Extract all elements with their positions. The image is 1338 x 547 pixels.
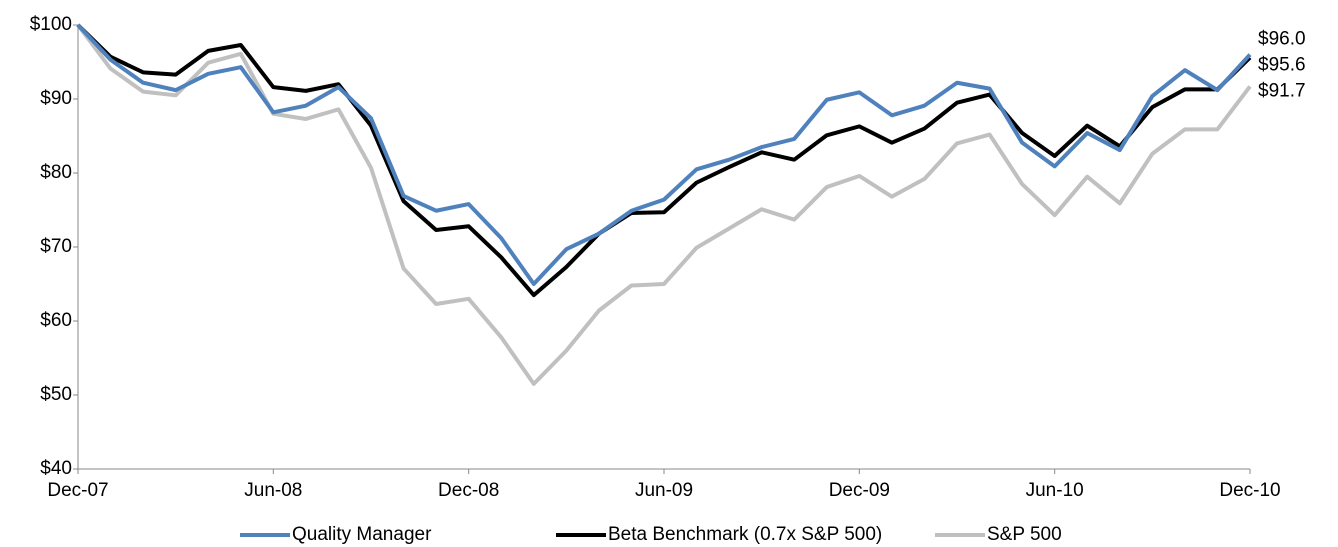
x-tick-label: Dec-09: [829, 480, 890, 501]
end-value-label: $91.7: [1258, 81, 1306, 102]
end-value-label: $95.6: [1258, 55, 1306, 76]
y-tick-label: $50: [40, 384, 72, 405]
y-tick-label: $70: [40, 236, 72, 257]
legend-label: Quality Manager: [292, 524, 432, 545]
series-line: [76, 23, 1252, 298]
x-tick-label: Jun-08: [244, 480, 302, 501]
series-line: [76, 23, 1252, 286]
y-tick-label: $100: [30, 14, 72, 35]
legend-label: Beta Benchmark (0.7x S&P 500): [608, 524, 882, 545]
series-line: [76, 23, 1252, 386]
x-tick-label: Dec-07: [47, 480, 108, 501]
x-tick-label: Jun-10: [1026, 480, 1084, 501]
end-value-label: $96.0: [1258, 29, 1306, 50]
y-tick-label: $90: [40, 88, 72, 109]
x-tick-label: Dec-10: [1219, 480, 1280, 501]
y-tick-label: $80: [40, 162, 72, 183]
legend-label: S&P 500: [987, 524, 1062, 545]
y-tick-label: $60: [40, 310, 72, 331]
x-tick-label: Jun-09: [635, 480, 693, 501]
x-tick-label: Dec-08: [438, 480, 499, 501]
y-tick-label: $40: [40, 458, 72, 479]
